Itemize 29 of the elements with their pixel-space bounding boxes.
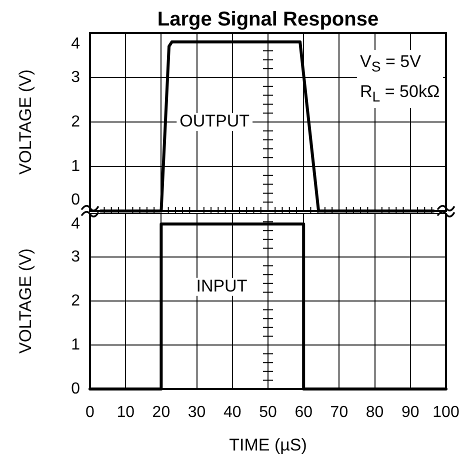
y-tick-label: 3 [71, 68, 80, 86]
y-tick-label: 0 [71, 191, 80, 208]
x-axis-title: TIME (µS) [229, 435, 307, 454]
annotation: V$_{S}$ = 5V [360, 51, 422, 76]
legend-label: INPUT [196, 276, 248, 296]
y-tick-label: 4 [71, 35, 80, 52]
x-tick-label: 80 [366, 404, 384, 422]
x-tick-label: 50 [259, 404, 277, 422]
annotation: R$_{L}$ = 50kΩ [360, 81, 440, 106]
y-tick-label: 4 [71, 215, 80, 232]
x-tick-label: 100 [432, 404, 460, 422]
x-tick-label: 90 [402, 404, 420, 422]
x-tick-label: 40 [224, 404, 242, 422]
legend-label: OUTPUT [180, 112, 250, 131]
y-tick-label: 2 [71, 292, 80, 310]
y-tick-label: 1 [71, 158, 80, 175]
chart-title: Large Signal Response [157, 8, 379, 31]
y-tick-label: 3 [71, 248, 80, 266]
x-tick-label: 70 [330, 404, 348, 422]
x-tick-label: 20 [152, 404, 170, 422]
y-tick-label: 1 [71, 336, 80, 354]
y-axis-title: VOLTAGE (V) [16, 69, 35, 175]
x-tick-label: 60 [294, 404, 313, 422]
y-tick-label: 2 [71, 113, 80, 130]
x-tick-label: 30 [188, 404, 206, 422]
y-axis-title: VOLTAGE (V) [16, 248, 35, 354]
y-tick-label: 0 [71, 380, 80, 398]
x-tick-label: 10 [116, 404, 135, 422]
x-tick-label: 0 [86, 404, 95, 422]
